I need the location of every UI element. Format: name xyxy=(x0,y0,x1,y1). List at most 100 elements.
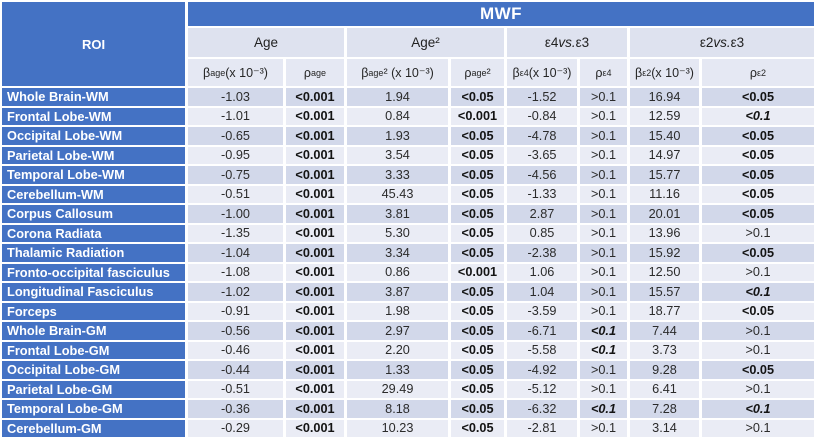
cell-beta-e2: 3.14 xyxy=(630,419,699,437)
cell-rho-age: <0.001 xyxy=(286,283,344,301)
cell-beta-e2: 3.73 xyxy=(630,341,699,359)
cell-rho-age: <0.001 xyxy=(286,127,344,145)
cell-beta-age2: 10.23 xyxy=(347,419,448,437)
cell-beta-e4: -2.38 xyxy=(507,244,577,262)
row-label: Corpus Callosum xyxy=(2,205,185,223)
cell-rho-age: <0.001 xyxy=(286,263,344,281)
cell-rho-age2: <0.05 xyxy=(451,419,504,437)
symbol-rest: (x 10⁻³) xyxy=(225,66,268,80)
cell-beta-age2: 1.33 xyxy=(347,361,448,379)
col-header-beta-age: β age (x 10⁻³) xyxy=(188,59,283,86)
cell-rho-e4: <0.1 xyxy=(580,341,627,359)
cell-rho-age2: <0.05 xyxy=(451,302,504,320)
cell-rho-age: <0.001 xyxy=(286,88,344,106)
cell-beta-e2: 13.96 xyxy=(630,224,699,242)
cell-beta-e4: -5.12 xyxy=(507,380,577,398)
group-label: ε2 xyxy=(699,35,714,50)
symbol-subscript: age xyxy=(368,67,384,78)
group-header-e2-vs-e3: ε2 vs. ε3 xyxy=(630,28,814,57)
row-label: Parietal Lobe-GM xyxy=(2,380,185,398)
cell-beta-e2: 15.40 xyxy=(630,127,699,145)
cell-beta-age2: 29.49 xyxy=(347,380,448,398)
cell-beta-e2: 15.57 xyxy=(630,283,699,301)
cell-beta-e4: -3.59 xyxy=(507,302,577,320)
cell-rho-age2: <0.05 xyxy=(451,205,504,223)
cell-rho-age: <0.001 xyxy=(286,302,344,320)
symbol: ρ xyxy=(464,65,472,80)
cell-beta-age2: 2.97 xyxy=(347,322,448,340)
row-label: Frontal Lobe-WM xyxy=(2,107,185,125)
group-label: ε4 xyxy=(544,35,559,50)
cell-beta-e4: 1.06 xyxy=(507,263,577,281)
table-title-mwf: MWF xyxy=(188,2,814,26)
cell-beta-e4: -4.78 xyxy=(507,127,577,145)
cell-beta-age2: 3.81 xyxy=(347,205,448,223)
cell-rho-e2: <0.05 xyxy=(702,88,814,106)
cell-rho-e2: <0.05 xyxy=(702,205,814,223)
symbol: β xyxy=(635,65,643,80)
cell-beta-age2: 1.93 xyxy=(347,127,448,145)
group-header-age2: Age² xyxy=(347,28,504,57)
row-label: Temporal Lobe-WM xyxy=(2,166,185,184)
cell-rho-age2: <0.05 xyxy=(451,166,504,184)
cell-rho-age: <0.001 xyxy=(286,341,344,359)
cell-rho-age2: <0.001 xyxy=(451,107,504,125)
cell-beta-age: -1.35 xyxy=(188,224,283,242)
cell-rho-age: <0.001 xyxy=(286,146,344,164)
group-label: Age xyxy=(253,35,279,50)
col-header-beta-e4: β ε4 (x 10⁻³) xyxy=(507,59,577,86)
cell-rho-e2: >0.1 xyxy=(702,263,814,281)
cell-rho-e2: <0.1 xyxy=(702,400,814,418)
row-label: Parietal Lobe-WM xyxy=(2,146,185,164)
cell-rho-age: <0.001 xyxy=(286,361,344,379)
cell-beta-age2: 45.43 xyxy=(347,185,448,203)
cell-rho-age: <0.001 xyxy=(286,400,344,418)
symbol: ρ xyxy=(595,65,603,80)
cell-beta-age: -0.56 xyxy=(188,322,283,340)
cell-beta-e2: 7.44 xyxy=(630,322,699,340)
symbol-rest: ² (x 10⁻³) xyxy=(383,66,434,80)
col-header-beta-age2: β age ² (x 10⁻³) xyxy=(347,59,448,86)
cell-rho-e4: >0.1 xyxy=(580,244,627,262)
symbol: ρ xyxy=(749,65,758,80)
group-label-post: ε3 xyxy=(730,35,745,50)
cell-rho-e4: <0.1 xyxy=(580,400,627,418)
cell-rho-age: <0.001 xyxy=(286,107,344,125)
cell-rho-e4: >0.1 xyxy=(580,380,627,398)
row-label: Fronto-occipital fasciculus xyxy=(2,263,185,281)
cell-beta-e2: 20.01 xyxy=(630,205,699,223)
symbol-subscript: ε2 xyxy=(757,67,767,78)
cell-rho-e4: >0.1 xyxy=(580,88,627,106)
row-label: Temporal Lobe-GM xyxy=(2,400,185,418)
cell-beta-e4: -1.52 xyxy=(507,88,577,106)
cell-rho-age: <0.001 xyxy=(286,244,344,262)
cell-beta-e2: 11.16 xyxy=(630,185,699,203)
cell-beta-age2: 2.20 xyxy=(347,341,448,359)
row-label: Whole Brain-WM xyxy=(2,88,185,106)
cell-beta-age: -0.51 xyxy=(188,380,283,398)
cell-rho-age2: <0.05 xyxy=(451,283,504,301)
symbol: β xyxy=(203,65,211,80)
cell-beta-e2: 7.28 xyxy=(630,400,699,418)
symbol-rest: ² xyxy=(486,65,491,80)
cell-beta-e2: 18.77 xyxy=(630,302,699,320)
cell-beta-age: -0.29 xyxy=(188,419,283,437)
cell-beta-age: -1.04 xyxy=(188,244,283,262)
group-label-post: ε3 xyxy=(575,35,590,50)
cell-rho-e4: >0.1 xyxy=(580,146,627,164)
cell-beta-age: -1.01 xyxy=(188,107,283,125)
cell-rho-e4: >0.1 xyxy=(580,224,627,242)
row-label: Whole Brain-GM xyxy=(2,322,185,340)
cell-beta-age2: 3.34 xyxy=(347,244,448,262)
cell-beta-age: -0.65 xyxy=(188,127,283,145)
group-vs: vs. xyxy=(713,35,731,50)
cell-beta-age: -0.46 xyxy=(188,341,283,359)
symbol-subscript: ε2 xyxy=(642,67,652,78)
cell-rho-e2: <0.05 xyxy=(702,244,814,262)
cell-beta-e2: 12.50 xyxy=(630,263,699,281)
cell-rho-age: <0.001 xyxy=(286,322,344,340)
row-label: Longitudinal Fasciculus xyxy=(2,283,185,301)
cell-beta-e4: 0.85 xyxy=(507,224,577,242)
cell-rho-e4: >0.1 xyxy=(580,361,627,379)
cell-rho-e4: >0.1 xyxy=(580,283,627,301)
